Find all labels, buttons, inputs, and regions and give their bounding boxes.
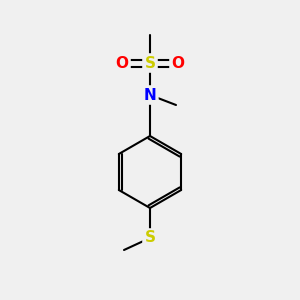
Text: S: S [145,230,155,245]
Text: N: N [144,88,156,103]
Text: O: O [116,56,128,70]
Text: S: S [145,56,155,70]
Text: O: O [172,56,184,70]
